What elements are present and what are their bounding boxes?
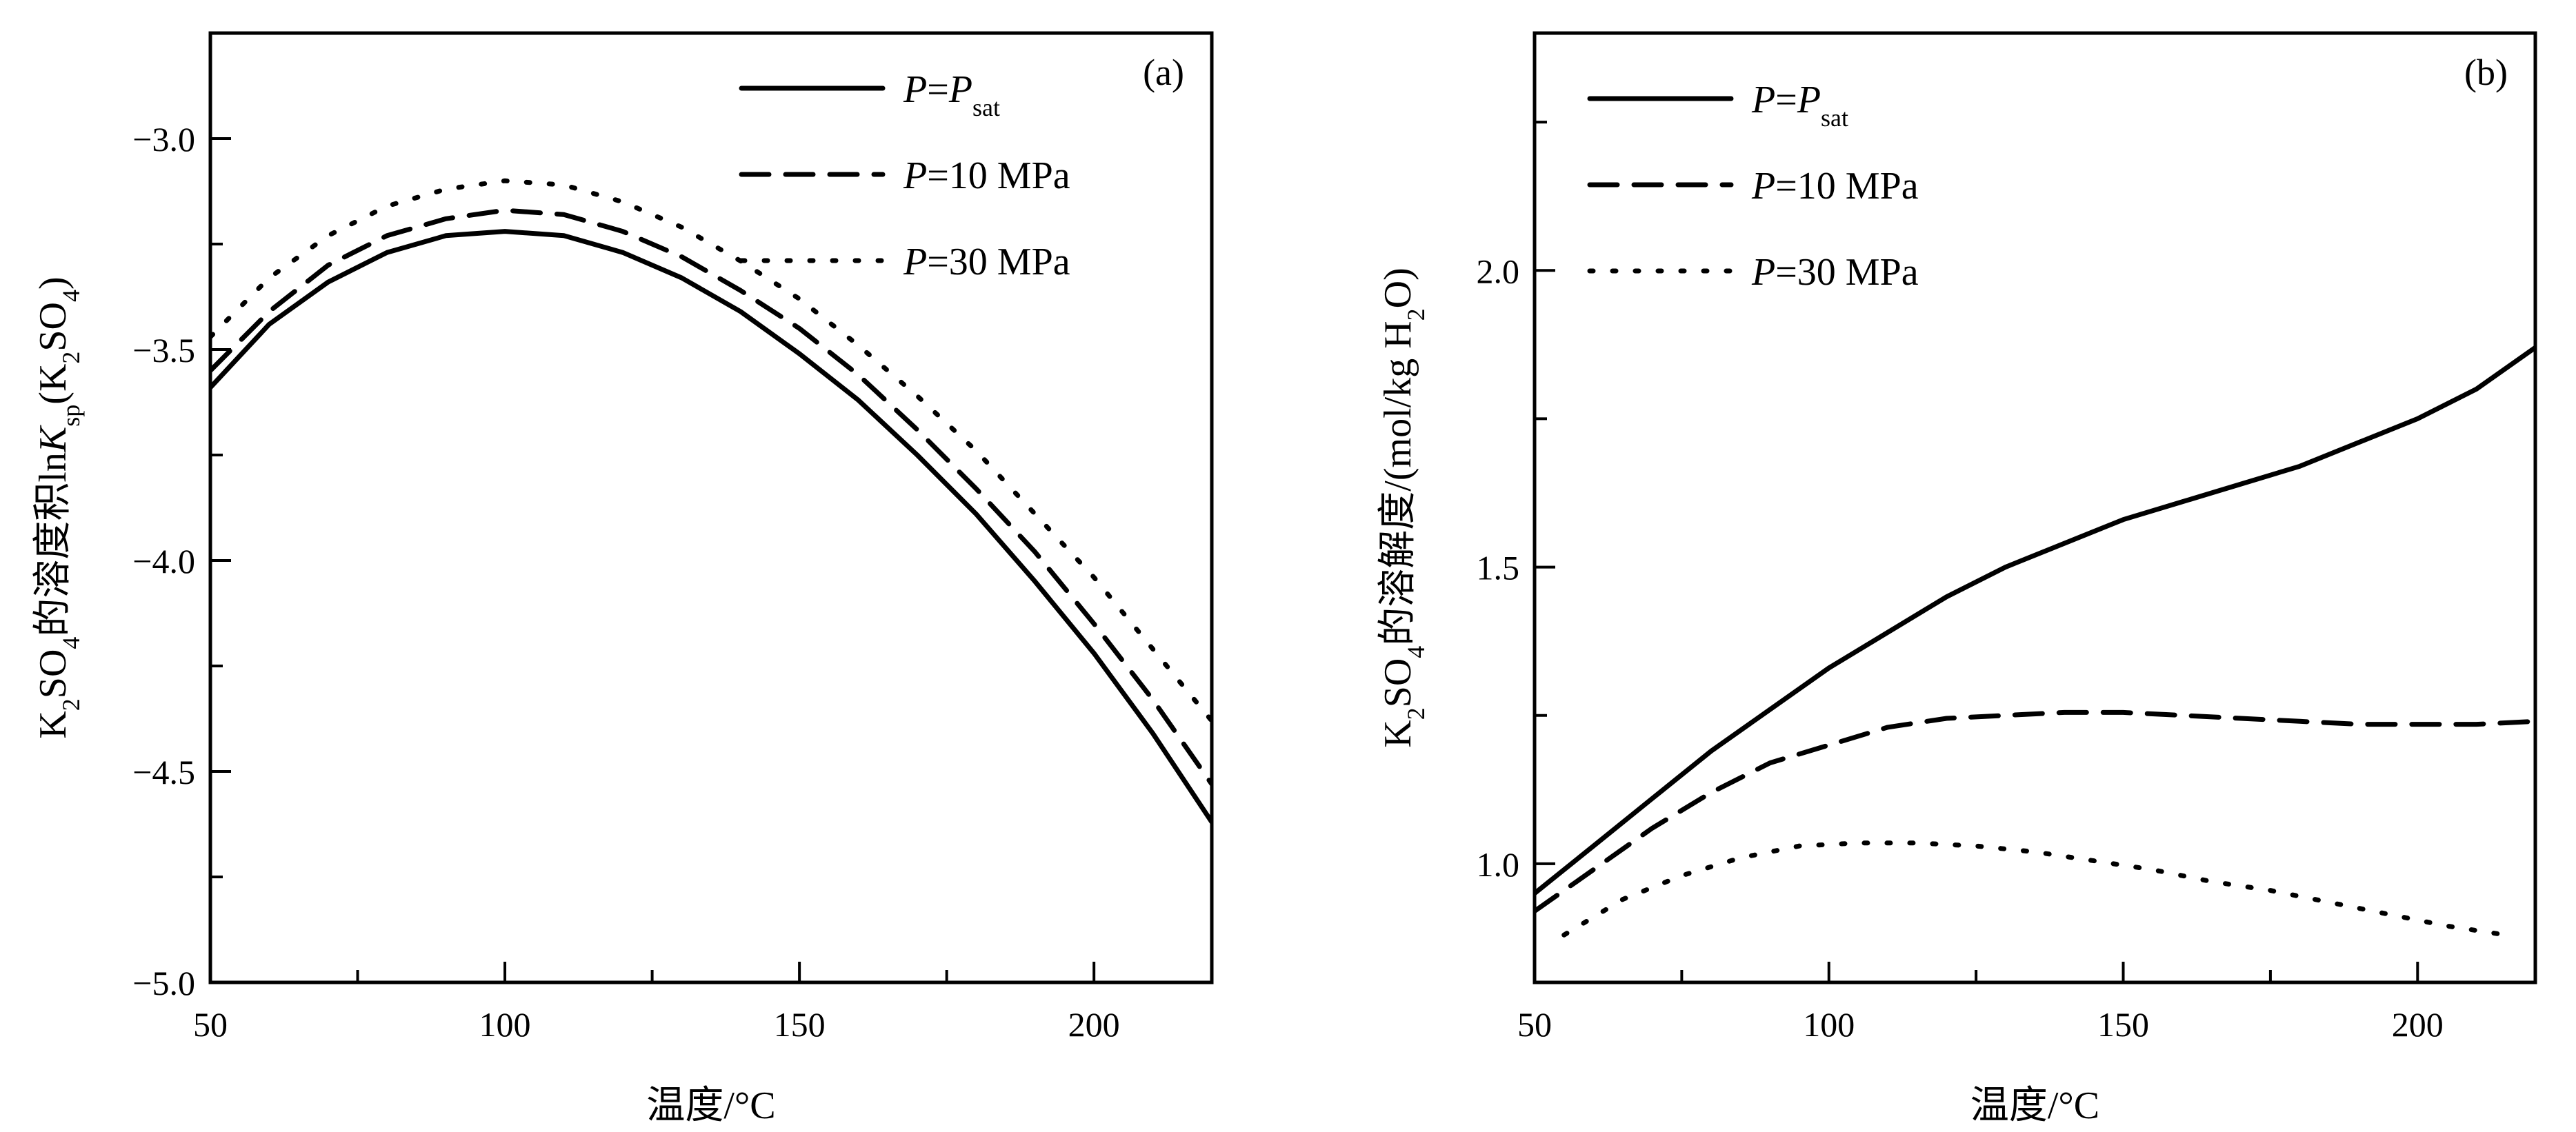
y-tick-label: −4.0	[132, 542, 195, 580]
plot-frame	[1532, 31, 2537, 984]
text-part: (K	[32, 364, 74, 405]
text-part: P	[1797, 79, 1821, 121]
text-part: 2	[1402, 308, 1430, 321]
text-part: sat	[972, 94, 1000, 121]
series-line-solid	[1535, 345, 2535, 896]
text-part: 2	[57, 352, 85, 364]
text-part: K	[32, 425, 74, 453]
text-part: P	[948, 68, 972, 111]
text-part: )	[32, 276, 74, 290]
legend-entry-label: P=30 MPa	[1751, 251, 1919, 294]
series-line-solid	[210, 229, 1212, 825]
series-line-dotted	[210, 178, 1212, 724]
text-part: =10 MPa	[927, 154, 1070, 197]
text-part: =30 MPa	[1775, 251, 1919, 294]
text-part: SO	[1377, 658, 1419, 708]
text-part: =	[1775, 79, 1797, 121]
y-tick-label: 2.0	[1477, 252, 1520, 290]
legend-entry-label: P=Psat	[1751, 79, 1848, 132]
x-tick-label: 200	[1068, 1005, 1120, 1044]
text-part: O)	[1377, 267, 1419, 308]
y-axis-label: K2SO4的溶解度/(mol/kg H2O)	[1377, 267, 1430, 747]
x-axis-label: 温度/°C	[646, 1084, 775, 1127]
legend-entry-label: P=Psat	[903, 68, 1000, 121]
y-tick-label: −3.0	[132, 120, 195, 159]
text-part: 的溶度积	[32, 483, 74, 637]
text-part: 2	[1402, 707, 1430, 720]
text-part: 4	[1402, 646, 1430, 658]
text-part: 4	[57, 637, 85, 649]
y-axis-label: K2SO4的溶度积lnKsp(K2SO4)	[32, 276, 85, 738]
y-tick-label: 1.5	[1477, 549, 1520, 587]
text-part: P	[903, 241, 927, 283]
y-tick-label: 1.0	[1477, 845, 1520, 884]
text-part: SO	[32, 302, 74, 352]
x-tick-label: 150	[774, 1005, 826, 1044]
text-part: =10 MPa	[1775, 165, 1919, 208]
text-part: sp	[57, 405, 85, 427]
text-part: ln	[32, 452, 74, 483]
text-part: 的溶解度/(mol/kg H	[1377, 321, 1419, 645]
x-tick-label: 50	[1517, 1005, 1552, 1044]
series-line-dotted	[1561, 840, 2508, 938]
text-part: =	[927, 68, 949, 111]
y-tick-label: −5.0	[132, 964, 195, 1002]
chart-panel-a: 50 100 150 200 −5.0 −4.5 −4.0 −3.5 −3.0 (a) 温度/°C K…	[32, 31, 1214, 1127]
chart-panel-b: 50 100 150 2001.01.52.0(b)温度/°CK2SO4的溶解度/(m…	[1377, 31, 2537, 1127]
series-line-dashed	[1535, 709, 2535, 914]
text-part: 2	[57, 698, 85, 711]
text-part: 4	[57, 290, 85, 302]
text-part: P	[1751, 165, 1775, 208]
x-axis-label: 温度/°C	[1970, 1084, 2099, 1127]
x-tick-label: 100	[1803, 1005, 1855, 1044]
panel-tag: (b)	[2464, 52, 2508, 93]
legend-entry-label: P=10 MPa	[903, 154, 1070, 197]
plot-frame	[208, 31, 1214, 984]
text-part: =30 MPa	[927, 241, 1070, 283]
x-tick-label: 100	[479, 1005, 531, 1044]
text-part: P	[903, 68, 927, 111]
legend-entry-label: P=10 MPa	[1751, 165, 1919, 208]
x-tick-label: 200	[2392, 1005, 2444, 1044]
legend-entry-label: P=30 MPa	[903, 241, 1070, 283]
text-part: P	[903, 154, 927, 197]
y-tick-label: −4.5	[132, 753, 195, 791]
text-part: SO	[32, 649, 74, 699]
x-tick-label: 150	[2097, 1005, 2149, 1044]
panel-tag: (a)	[1143, 52, 1184, 93]
text-part: K	[1377, 720, 1419, 747]
text-part: K	[32, 711, 74, 738]
text-part: P	[1751, 251, 1775, 294]
y-tick-label: −3.5	[132, 331, 195, 370]
text-part: sat	[1821, 104, 1848, 132]
x-tick-label: 50	[193, 1005, 228, 1044]
text-part: P	[1751, 79, 1775, 121]
